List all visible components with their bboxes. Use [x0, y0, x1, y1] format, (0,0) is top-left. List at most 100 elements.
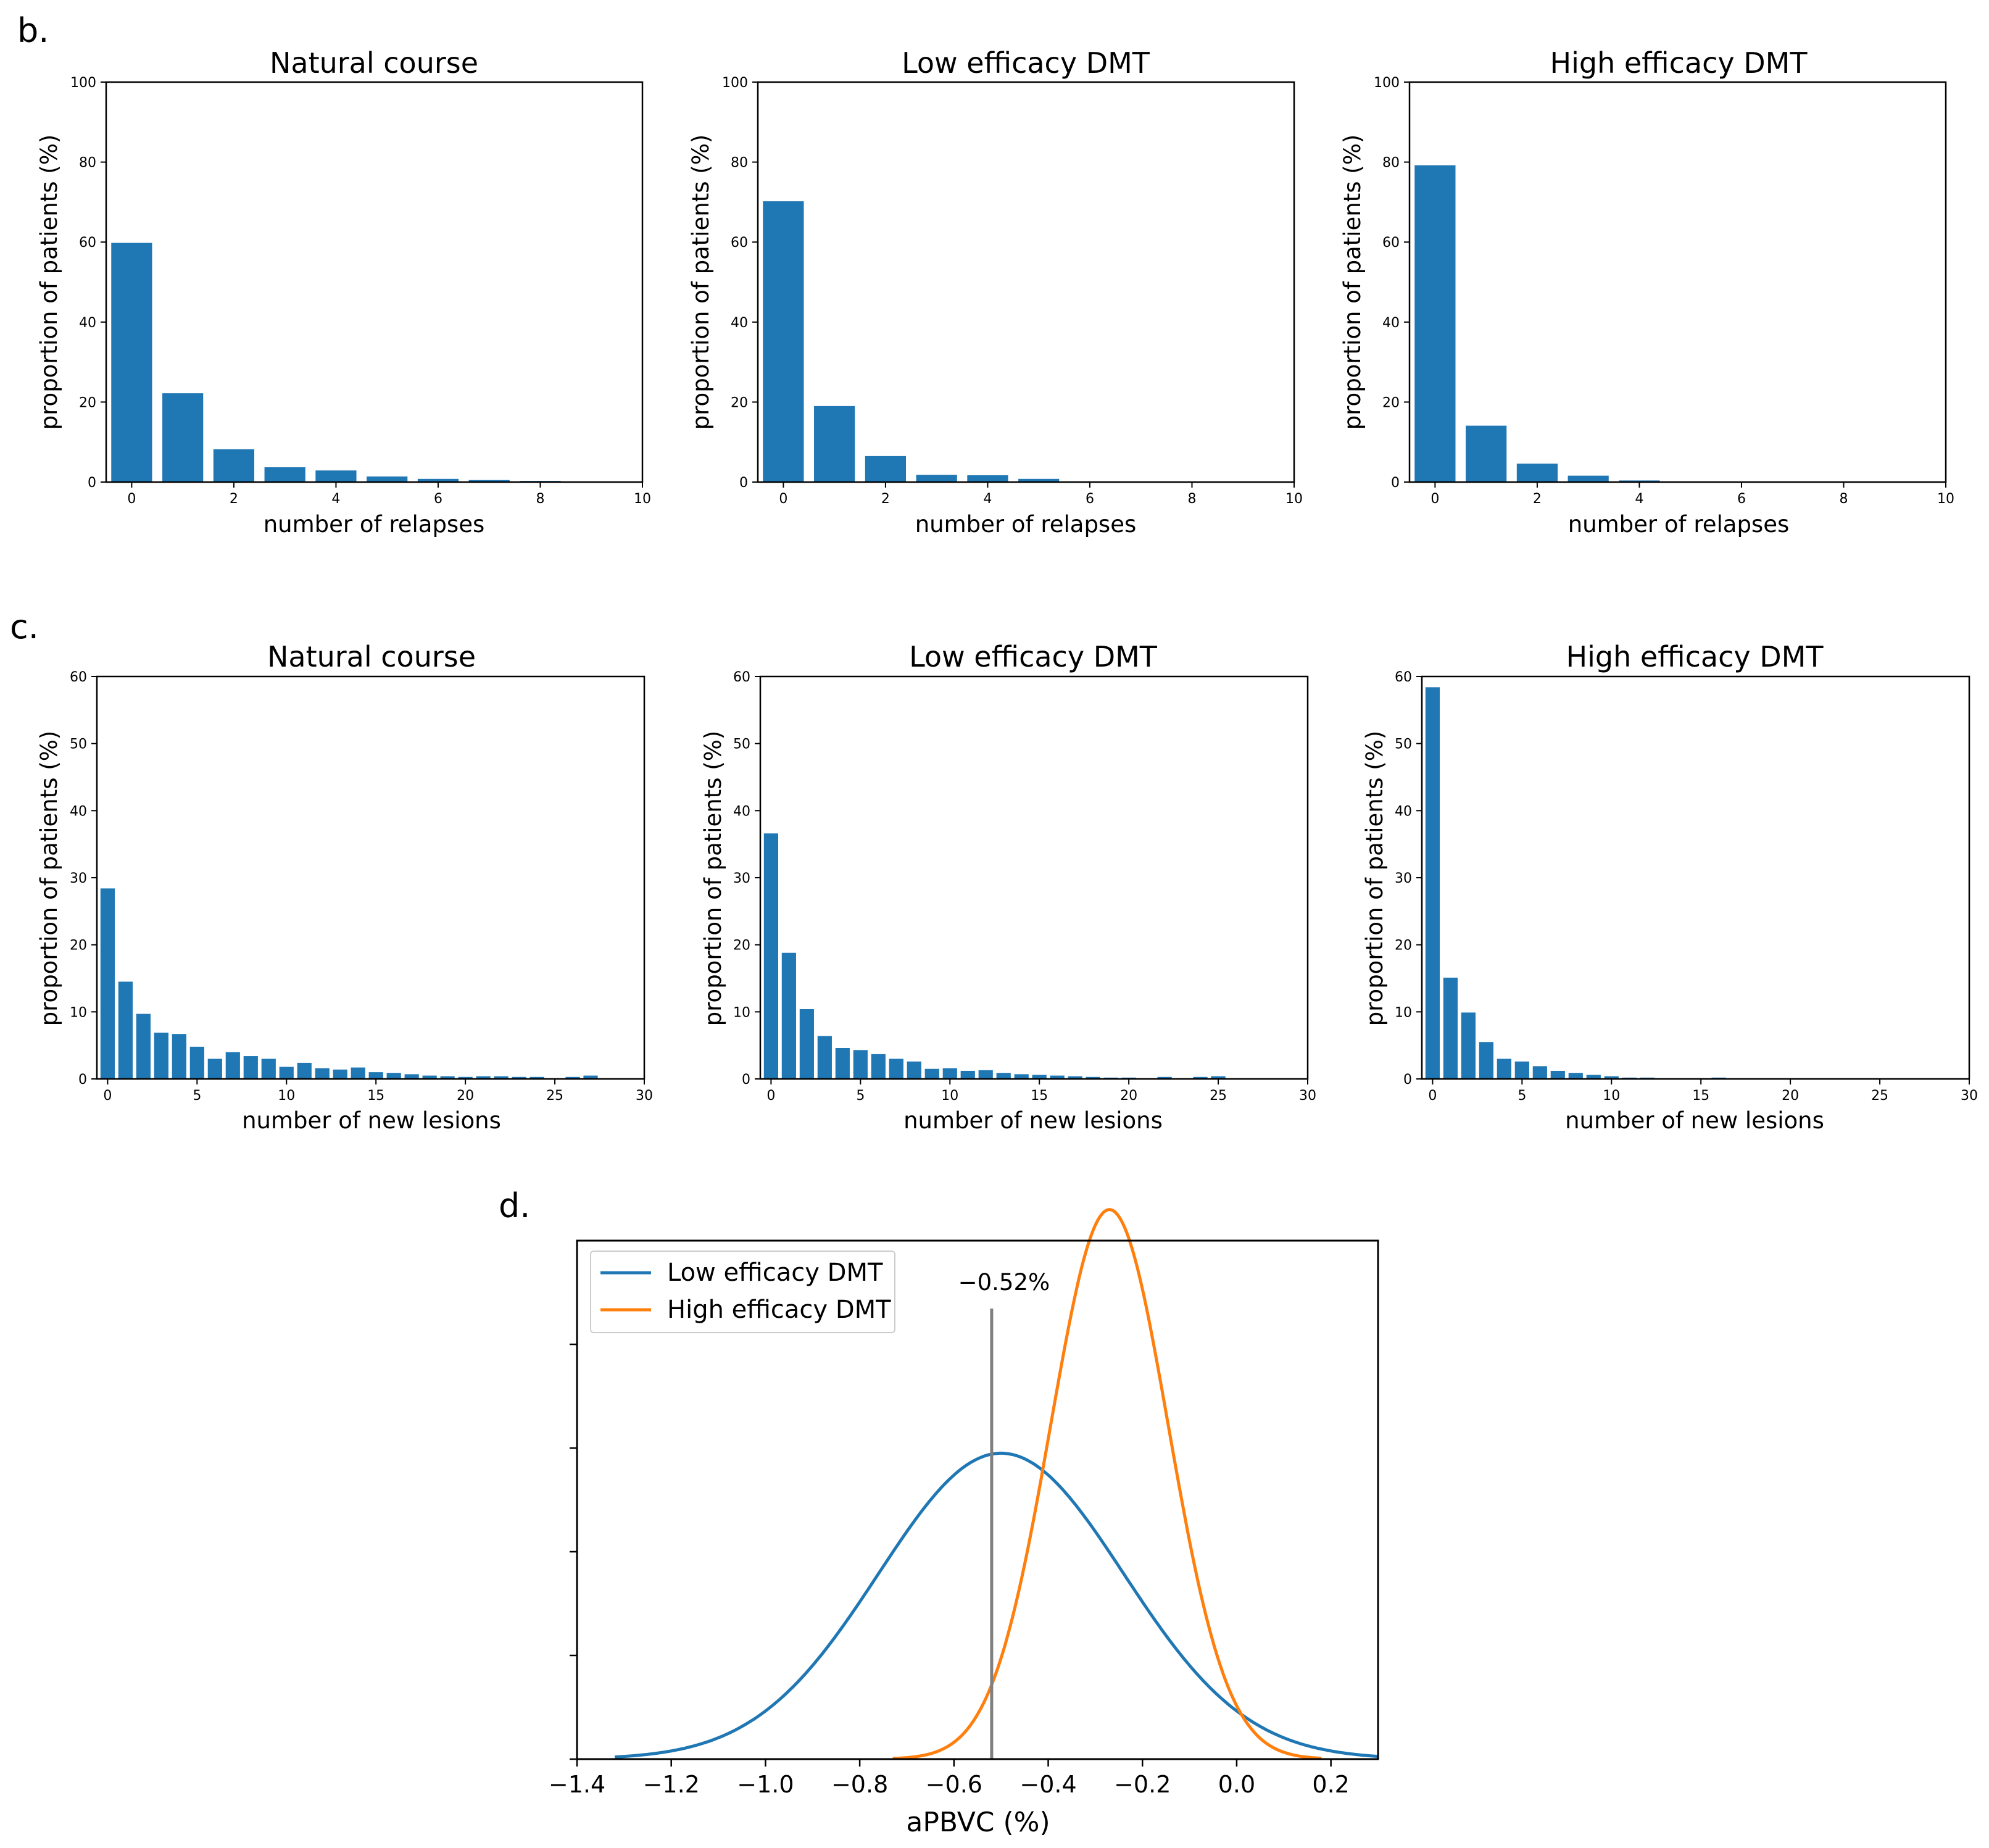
x-tick-label: 5	[856, 1088, 865, 1104]
x-tick-label: 25	[546, 1088, 563, 1104]
chart-title: Low efficacy DMT	[902, 46, 1150, 80]
bar-18	[1086, 1076, 1100, 1079]
bar-series	[1414, 165, 1660, 482]
bar-7	[889, 1059, 903, 1079]
y-axis-label: proportion of patients (%)	[1361, 731, 1388, 1026]
y-tick-label: 100	[1374, 75, 1400, 91]
y-tick-label: 10	[1395, 1005, 1412, 1020]
chart-d-apbvc-density: −0.52% −1.4 −1.2 −1.0 −0.8 −0.6 −0.4 −0.2 0.0 0.…	[549, 1208, 1379, 1838]
bar-22	[494, 1076, 509, 1079]
bar-18	[422, 1075, 437, 1079]
x-tick-label: 15	[1692, 1088, 1709, 1104]
bar-26	[565, 1076, 580, 1079]
bar-9	[924, 1068, 939, 1079]
x-tick-label: 10	[1285, 491, 1303, 507]
x-tick-label: 15	[367, 1088, 384, 1104]
bar-1	[1443, 977, 1458, 1079]
y-tick-label: 80	[731, 156, 748, 171]
bar-16	[386, 1073, 401, 1079]
y-tick-label: 20	[1382, 395, 1400, 410]
x-tick-label: 2	[230, 491, 238, 507]
bar-24	[529, 1076, 544, 1079]
y-tick-label: 0	[739, 475, 748, 491]
x-tick-label: 4	[1635, 491, 1643, 507]
x-tick-label: 30	[1299, 1088, 1316, 1104]
x-tick-label: 25	[1871, 1088, 1888, 1104]
bar-series	[763, 201, 1060, 482]
bar-5	[189, 1046, 204, 1079]
bar-3	[1568, 475, 1609, 482]
bar-1	[118, 981, 133, 1079]
bar-series	[100, 888, 598, 1079]
bar-1	[781, 952, 796, 1079]
bar-10	[279, 1067, 294, 1079]
chart-b-high-efficacy: High efficacy DMT proportion of patients…	[1339, 46, 1954, 538]
bar-7	[468, 480, 510, 482]
bar-24	[1193, 1076, 1208, 1079]
y-tick-label: 40	[733, 804, 750, 819]
bar-2	[136, 1013, 151, 1079]
y-tick-label: 20	[731, 395, 748, 410]
y-tick-label: 30	[1395, 871, 1412, 886]
bar-4	[835, 1048, 850, 1079]
chart-title: Natural course	[267, 640, 476, 673]
chart-title: High efficacy DMT	[1550, 46, 1808, 80]
y-tick-label: 60	[733, 670, 750, 685]
x-tick-label: 10	[941, 1088, 958, 1104]
bar-4	[1497, 1059, 1511, 1079]
bar-2	[799, 1009, 814, 1079]
x-tick-label: 0	[1431, 491, 1439, 507]
x-tick-label: 5	[1518, 1088, 1526, 1104]
x-tick-label: 0	[103, 1088, 112, 1104]
y-tick-label: 20	[70, 938, 87, 954]
bar-1	[162, 393, 204, 482]
panel-label-c: c.	[10, 607, 39, 646]
bar-series	[1425, 687, 1726, 1079]
y-ticks: 0 10 20 30 40 50 60	[70, 670, 97, 1088]
bar-4	[172, 1034, 186, 1079]
x-tick-label: 10	[1937, 491, 1954, 507]
y-tick-label: 50	[1395, 737, 1412, 752]
bar-15	[1032, 1075, 1047, 1079]
x-ticks: 0 5 10 15 20 25 30	[103, 1079, 653, 1104]
x-ticks: 0 2 4 6 8 10	[779, 482, 1303, 507]
plot-frame	[1408, 81, 1947, 483]
x-tick-label: 0.0	[1218, 1771, 1255, 1798]
y-tick-label: 20	[79, 395, 96, 410]
x-tick-label: −0.4	[1019, 1771, 1076, 1798]
plot-frame	[105, 81, 644, 483]
chart-title: High efficacy DMT	[1566, 640, 1824, 673]
y-tick-label: 60	[1395, 670, 1412, 685]
plot-frame	[757, 81, 1295, 483]
x-tick-label: 6	[1086, 491, 1094, 507]
y-tick-label: 0	[742, 1072, 750, 1088]
y-tick-label: 60	[79, 235, 96, 251]
bar-19	[440, 1076, 455, 1079]
y-tick-label: 50	[70, 737, 87, 752]
bar-4	[967, 475, 1008, 482]
bar-3	[264, 467, 305, 482]
y-tick-label: 50	[733, 737, 750, 752]
y-tick-label: 0	[78, 1072, 87, 1088]
y-ticks: 0 20 40 60 80 100	[1374, 75, 1410, 491]
y-tick-label: 60	[731, 235, 748, 251]
x-tick-label: 6	[434, 491, 442, 507]
y-axis-label: proportion of patients (%)	[700, 731, 726, 1026]
bar-10	[1604, 1076, 1619, 1079]
chart-title: Low efficacy DMT	[909, 640, 1158, 673]
bar-8	[243, 1056, 258, 1079]
chart-b-natural-course: Natural course proportion of patients (%…	[36, 46, 651, 538]
chart-title: Natural course	[270, 46, 478, 80]
x-tick-label: 8	[1839, 491, 1848, 507]
x-ticks: 0 5 10 15 20 25 30	[766, 1079, 1316, 1104]
bar-16	[1050, 1075, 1065, 1079]
bar-0	[763, 201, 804, 482]
x-tick-label: 8	[1187, 491, 1196, 507]
y-tick-label: 30	[733, 871, 750, 886]
panel-label-b: b.	[17, 11, 49, 50]
bar-20	[458, 1076, 473, 1079]
bar-4	[315, 470, 357, 482]
y-tick-label: 0	[1391, 475, 1400, 491]
y-tick-label: 30	[70, 871, 87, 886]
y-tick-label: 20	[733, 938, 750, 954]
